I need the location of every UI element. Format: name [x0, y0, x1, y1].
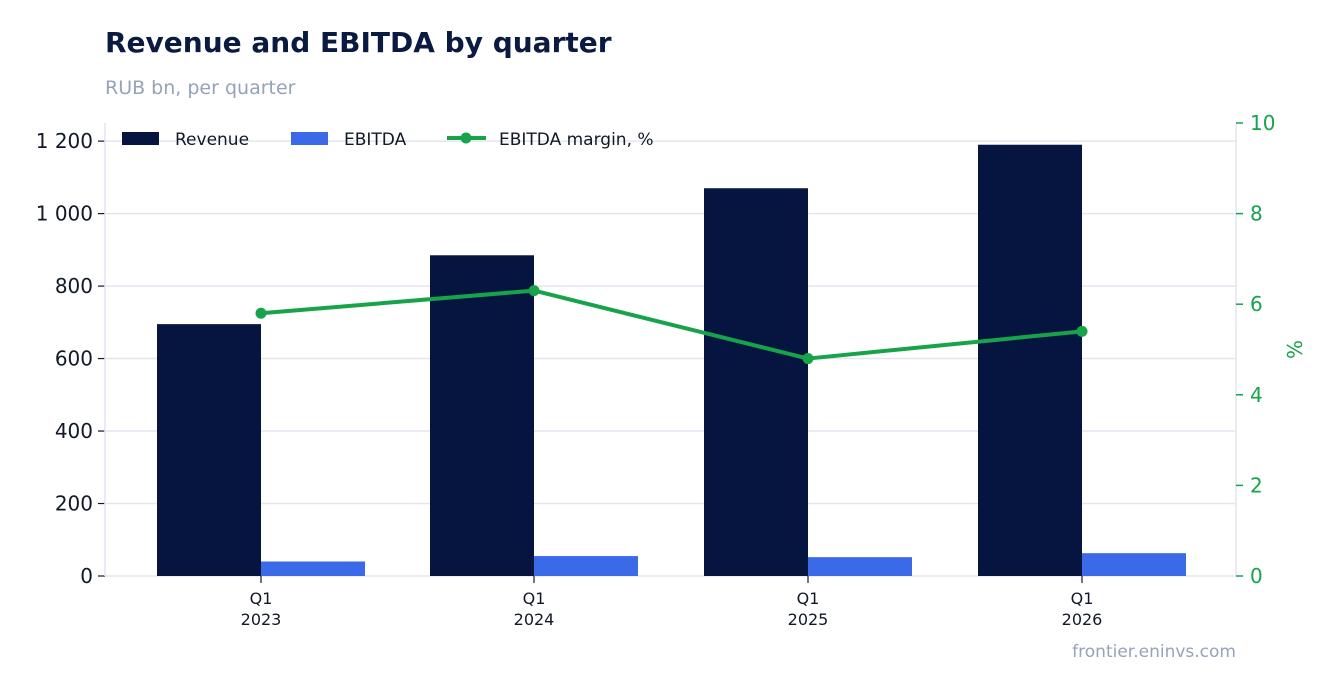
source-credit: frontier.eninvs.com	[1072, 642, 1236, 662]
margin-line	[260, 288, 1083, 361]
legend-swatch-revenue	[122, 132, 159, 145]
legend-label-ebitda: EBITDA	[344, 130, 407, 150]
x-tick-label: Q1	[523, 589, 546, 608]
revenue-bar	[157, 324, 261, 576]
legend: Revenue EBITDA EBITDA margin, %	[122, 130, 654, 150]
x-tick-label: 2023	[241, 610, 282, 629]
ebitda-bar	[534, 556, 638, 576]
y-tick-label: 800	[55, 274, 93, 298]
y-tick-label: 0	[80, 564, 93, 588]
legend-label-revenue: Revenue	[175, 130, 249, 150]
x-tick-label: Q1	[250, 589, 273, 608]
x-tick-label: 2025	[788, 610, 829, 629]
margin-point	[255, 307, 267, 319]
ebitda-bar	[808, 557, 912, 576]
y2-tick-label: 8	[1250, 202, 1263, 226]
ebitda-bar	[1082, 553, 1186, 576]
x-tick-label: Q1	[1071, 589, 1094, 608]
margin-point	[802, 353, 814, 365]
chart-title: Revenue and EBITDA by quarter	[105, 26, 612, 59]
y-tick-label: 200	[55, 492, 93, 516]
legend-label-margin: EBITDA margin, %	[499, 130, 654, 150]
ebitda-bar	[261, 561, 365, 576]
y2-tick-label: 0	[1250, 564, 1263, 588]
y2-tick-label: 6	[1250, 292, 1263, 316]
y-tick-label: 400	[55, 419, 93, 443]
y-tick-label: 600	[55, 347, 93, 371]
axes: 0 200 400 600 800 1 000 1 200 0 2 4 6 8 10% Q1 2023 Q1 2…	[36, 111, 1307, 629]
revenue-bar	[430, 255, 534, 576]
margin-point	[528, 285, 540, 297]
revenue-bar	[704, 188, 808, 576]
legend-swatch-ebitda	[291, 132, 328, 145]
y2-tick-label: 10	[1250, 111, 1275, 135]
x-tick-label: Q1	[797, 589, 820, 608]
chart-subtitle: RUB bn, per quarter	[105, 77, 296, 99]
margin-line-layer	[255, 285, 1088, 365]
y-tick-label: 1 200	[36, 129, 93, 153]
y2-tick-label: 2	[1250, 473, 1263, 497]
revenue-bar	[978, 144, 1082, 576]
y-tick-label: 1 000	[36, 202, 93, 226]
legend-marker-margin	[460, 132, 472, 144]
y2-tick-label: 4	[1250, 383, 1263, 407]
bars	[157, 144, 1186, 576]
margin-point	[1076, 325, 1088, 337]
y2-axis-label: %	[1283, 340, 1307, 359]
x-tick-label: 2026	[1062, 610, 1103, 629]
x-tick-label: 2024	[514, 610, 555, 629]
